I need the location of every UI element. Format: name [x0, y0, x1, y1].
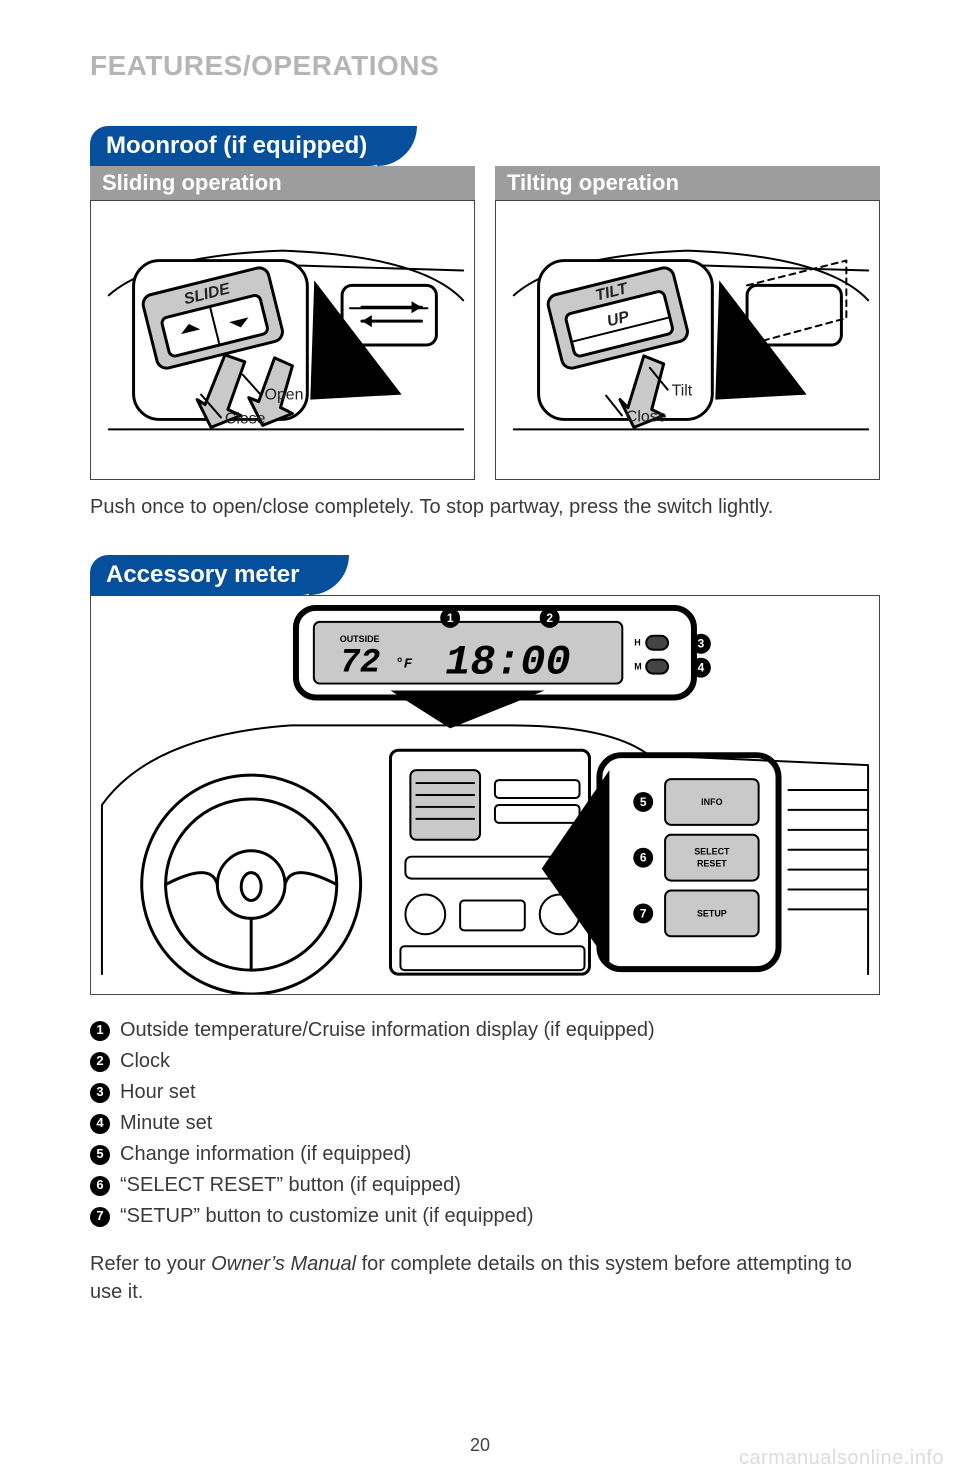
diagram-tilting: TILT UP Tilt Close: [495, 200, 880, 480]
label-close: Close: [225, 410, 266, 427]
svg-text:7: 7: [640, 906, 647, 920]
page-header: FEATURES/OPERATIONS: [90, 50, 880, 82]
lcd-time: 18:00: [445, 639, 570, 687]
legend-item: 4 Minute set: [90, 1108, 880, 1139]
legend-item: 1 Outside temperature/Cruise information …: [90, 1015, 880, 1046]
section-title-moonroof: Moonroof (if equipped): [90, 126, 395, 166]
legend-list: 1 Outside temperature/Cruise information …: [90, 1015, 880, 1232]
refer-em: Owner’s Manual: [211, 1253, 356, 1275]
legend-text: “SELECT RESET” button (if equipped): [120, 1170, 461, 1201]
svg-text:5: 5: [640, 795, 647, 809]
legend-item: 3 Hour set: [90, 1077, 880, 1108]
refer-pre: Refer to your: [90, 1253, 211, 1275]
label-tilt: Tilt: [672, 383, 693, 400]
watermark: carmanualsonline.info: [739, 1447, 944, 1470]
legend-item: 7 “SETUP” button to customize unit (if eq…: [90, 1201, 880, 1232]
svg-text:6: 6: [640, 851, 647, 865]
subheader-sliding: Sliding operation: [90, 166, 475, 200]
lcd-outside-label: OUTSIDE: [340, 634, 380, 644]
legend-num-icon: 7: [90, 1207, 110, 1227]
label-open: Open: [265, 387, 304, 404]
svg-text:2: 2: [546, 611, 553, 625]
moonroof-note: Push once to open/close completely. To s…: [90, 494, 880, 521]
legend-num-icon: 4: [90, 1114, 110, 1134]
section-title-accessory: Accessory meter: [90, 555, 327, 595]
btn-info: INFO: [701, 797, 722, 807]
diagram-accessory-meter: OUTSIDE 72 °F 18:00 H M 1 2 3 4: [90, 595, 880, 995]
legend-item: 5 Change information (if equipped): [90, 1139, 880, 1170]
svg-text:1: 1: [447, 611, 454, 625]
btn-setup: SETUP: [697, 908, 727, 918]
diagram-sliding: SLIDE Open Close: [90, 200, 475, 480]
svg-text:4: 4: [698, 661, 705, 675]
legend-item: 2 Clock: [90, 1046, 880, 1077]
legend-num-icon: 6: [90, 1176, 110, 1196]
lcd-temp: 72: [340, 645, 381, 683]
legend-text: Clock: [120, 1046, 170, 1077]
legend-num-icon: 5: [90, 1145, 110, 1165]
legend-text: Minute set: [120, 1108, 212, 1139]
subheader-tilting: Tilting operation: [495, 166, 880, 200]
legend-num-icon: 2: [90, 1052, 110, 1072]
btn-select: SELECT: [694, 847, 730, 857]
legend-text: Change information (if equipped): [120, 1139, 411, 1170]
legend-text: Hour set: [120, 1077, 196, 1108]
legend-text: Outside temperature/Cruise information d…: [120, 1015, 655, 1046]
lcd-unit: °F: [395, 657, 412, 673]
legend-item: 6 “SELECT RESET” button (if equipped): [90, 1170, 880, 1201]
legend-num-icon: 3: [90, 1083, 110, 1103]
legend-text: “SETUP” button to customize unit (if equ…: [120, 1201, 534, 1232]
lcd-m: M: [634, 662, 641, 672]
lcd-h: H: [634, 638, 640, 648]
legend-num-icon: 1: [90, 1021, 110, 1041]
refer-text: Refer to your Owner’s Manual for complet…: [90, 1250, 880, 1306]
btn-reset: RESET: [697, 859, 727, 869]
label-close-tilt: Close: [626, 408, 667, 425]
svg-text:3: 3: [698, 637, 705, 651]
